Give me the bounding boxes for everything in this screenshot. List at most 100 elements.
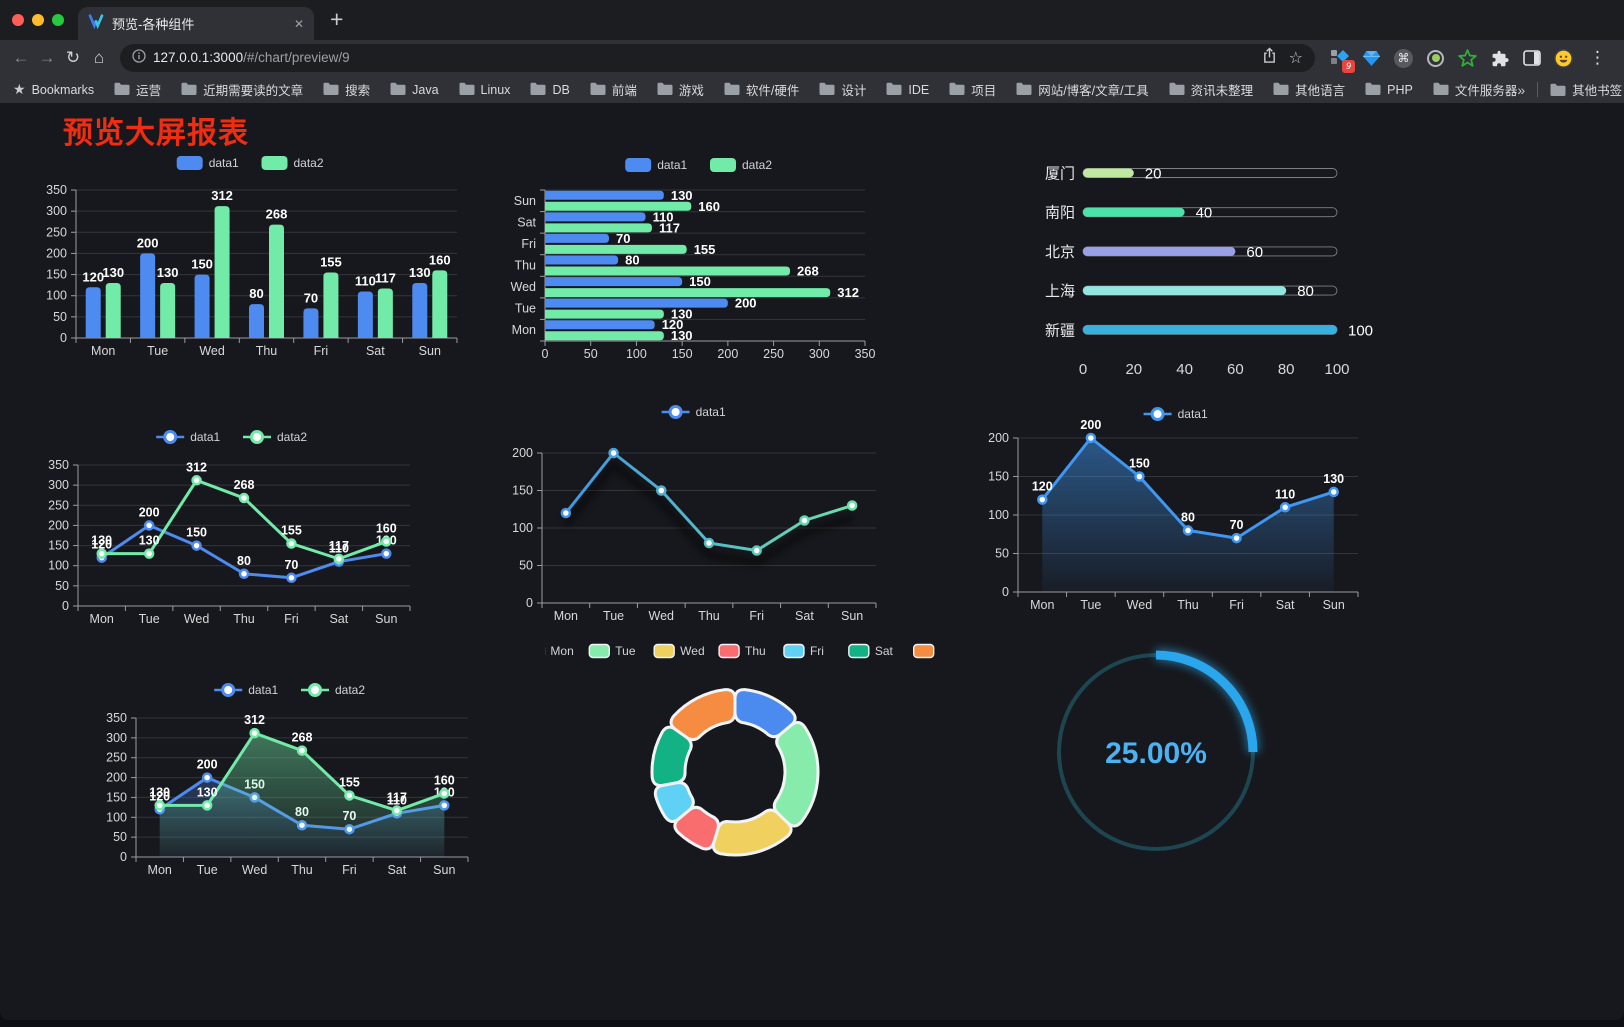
bookmarks-overflow-chevron[interactable]: » [1517,81,1526,98]
svg-text:150: 150 [48,539,69,553]
svg-text:70: 70 [616,231,630,246]
folder-icon [886,82,902,98]
bookmark-folder[interactable]: 文件服务器 [1433,80,1517,99]
folder-icon [530,82,546,98]
bookmark-folder[interactable]: 游戏 [657,80,704,99]
svg-text:268: 268 [292,731,313,745]
bookmarks-divider [1537,82,1539,97]
svg-text:300: 300 [48,478,69,492]
tab-close-icon[interactable]: ✕ [293,16,304,31]
window-minimize-button[interactable] [32,14,44,26]
svg-text:Tue: Tue [603,609,624,623]
forward-button[interactable]: → [38,48,56,67]
svg-text:Sun: Sun [433,863,455,877]
home-button[interactable]: ⌂ [93,48,105,67]
bookmark-folder[interactable]: PHP [1365,82,1413,98]
svg-text:Mon: Mon [91,344,115,358]
svg-text:data1: data1 [1178,407,1208,421]
bookmark-folder-label: Linux [480,82,511,97]
browser-menu-icon[interactable]: ⋮ [1589,48,1606,67]
svg-text:Mon: Mon [554,609,578,623]
svg-text:155: 155 [281,524,302,538]
extension-gem-icon[interactable] [1361,48,1382,69]
reload-button[interactable]: ↻ [65,48,81,67]
bookmark-folder[interactable]: 前端 [590,80,637,99]
svg-text:Sun: Sun [375,612,397,626]
bookmark-folder[interactable]: 设计 [819,80,866,99]
svg-text:120: 120 [662,317,684,332]
svg-text:350: 350 [48,458,69,472]
window-zoom-button[interactable] [52,14,64,26]
folder-icon [590,82,606,98]
extension-command-icon[interactable]: ⌘ [1393,48,1414,69]
other-bookmarks-folder[interactable]: 其他书签 [1550,80,1622,99]
bookmark-folder-label: 软件/硬件 [745,84,800,98]
svg-text:0: 0 [542,347,549,361]
folder-icon [114,82,130,98]
bookmark-folder-label: 设计 [841,84,867,98]
svg-text:100: 100 [1324,361,1349,378]
side-panel-icon[interactable] [1521,48,1542,69]
chart-single-area[interactable]: 0 50 100 150 200 Mon Tue Wed Thu Fri Sat Sun 120 200 1… [982,385,1374,615]
folder-icon [1169,82,1185,98]
chart-dual-line[interactable]: 0 50 100 150 200 250 300 350 Mon Tue Wed Thu Fri Sat S… [42,423,426,641]
extension-grid-diamond-icon[interactable]: 9 [1329,48,1355,73]
bookmark-folder-label: DB [552,82,570,97]
svg-text:Fri: Fri [810,644,824,658]
browser-tab[interactable]: 预览-各种组件 ✕ [78,7,314,40]
folder-icon [1273,82,1289,98]
svg-text:Sat: Sat [517,215,536,229]
svg-text:100: 100 [512,521,533,535]
svg-text:312: 312 [186,460,207,474]
chart-horizontal-bar[interactable]: 0 50 100 150 200 250 300 350 Mon 120 130 Tue 200 130 W… [505,150,897,368]
window-titlebar: 预览-各种组件 ✕ + [0,0,1624,40]
back-button[interactable]: ← [12,48,30,67]
bookmark-folder[interactable]: 运营 [114,80,161,99]
svg-text:155: 155 [339,775,360,789]
svg-text:268: 268 [266,207,288,222]
bookmark-folder[interactable]: 资讯未整理 [1169,80,1253,99]
svg-text:50: 50 [995,547,1009,561]
bookmark-folder[interactable]: Java [390,82,439,98]
bookmark-folder[interactable]: 近期需要读的文章 [181,80,303,99]
site-info-icon[interactable] [132,48,146,68]
svg-text:117: 117 [387,791,407,805]
extension-record-icon[interactable] [1425,48,1446,69]
share-icon[interactable] [1262,47,1277,69]
address-bar[interactable]: 127.0.0.1:3000/#/chart/preview/9 ☆ [120,44,1315,72]
window-close-button[interactable] [12,14,24,26]
window-controls [12,14,64,26]
svg-text:50: 50 [53,310,67,324]
profile-avatar[interactable] [1553,48,1574,69]
chart-grouped-bar[interactable]: 0 50 100 150 200 250 300 350 Mon Tue Wed Thu Fri Sat S… [40,147,465,365]
chart-gradient-line[interactable]: 0 50 100 150 200 Mon Tue Wed Thu Fri Sat Sun data1 [500,396,892,628]
svg-text:Wed: Wed [649,609,675,623]
bookmark-folder[interactable]: DB [530,82,570,98]
chart-progress-bars[interactable]: 厦门 20 南阳 40 北京 60 上海 80 新疆 100 0 20 40 60 80 100 [995,158,1390,388]
chart-dual-area[interactable]: 0 50 100 150 200 250 300 350 Mon Tue Wed Thu Fri Sat S… [100,673,484,891]
bookmark-star-icon[interactable]: ☆ [1288,50,1303,67]
svg-text:117: 117 [659,220,680,235]
svg-text:Tue: Tue [515,302,536,316]
extensions-puzzle-icon[interactable] [1489,48,1510,69]
bookmark-folder[interactable]: 软件/硬件 [724,80,799,99]
bookmark-folder[interactable]: Linux [459,82,511,98]
svg-text:150: 150 [46,268,67,282]
svg-text:200: 200 [46,246,67,260]
extension-green-star-icon[interactable] [1457,48,1478,69]
chart-gauge[interactable]: 25.00% [1033,625,1283,883]
bookmark-folder[interactable]: IDE [886,82,929,98]
svg-text:0: 0 [120,850,127,864]
svg-text:Sat: Sat [366,344,385,358]
svg-text:100: 100 [46,289,67,303]
bookmark-folder[interactable]: 项目 [949,80,996,99]
url-host: 127.0.0.1:3000 [153,50,244,65]
bookmark-folder[interactable]: 其他语言 [1273,80,1345,99]
tab-title: 预览-各种组件 [112,17,195,32]
svg-text:Mon: Mon [512,323,536,337]
bookmark-folder[interactable]: 网站/博客/文章/工具 [1016,80,1149,99]
new-tab-button[interactable]: + [330,6,344,32]
bookmark-folder[interactable]: 搜索 [323,80,370,99]
folder-icon [459,82,475,98]
